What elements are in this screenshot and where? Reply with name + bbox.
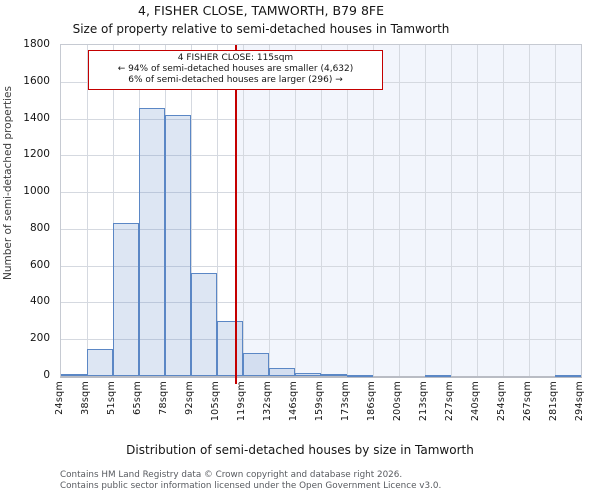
gridline-v [191, 45, 192, 376]
y-tick-label: 400 [29, 295, 50, 308]
y-tick-label: 200 [29, 332, 50, 345]
gridline-v [451, 45, 452, 376]
y-tick-label: 1400 [23, 111, 50, 124]
gridline-v [269, 45, 270, 376]
gridline-v [373, 45, 374, 376]
gridline-v [425, 45, 426, 376]
gridline-v [243, 45, 244, 376]
x-tick-label: 200sqm [392, 381, 403, 422]
y-tick-label: 1600 [23, 74, 50, 87]
x-tick-label: 213sqm [418, 381, 429, 422]
x-tick-label: 51sqm [106, 381, 117, 415]
shaded-region-larger [236, 45, 581, 376]
x-tick-label: 159sqm [314, 381, 325, 422]
x-tick-label: 146sqm [288, 381, 299, 422]
histogram-bar [321, 374, 347, 377]
gridline-v [87, 45, 88, 376]
y-tick-label: 600 [29, 258, 50, 271]
x-tick-label: 267sqm [522, 381, 533, 422]
x-tick-label: 240sqm [470, 381, 481, 422]
y-axis-ticks: 0 200 400 600 800 1000 1200 1400 1600 1800 [0, 38, 54, 381]
x-tick-label: 254sqm [496, 381, 507, 422]
annotation-line-1: 4 FISHER CLOSE: 115sqm [177, 53, 294, 63]
x-tick-label: 92sqm [184, 381, 195, 415]
y-tick-label: 1200 [23, 148, 50, 161]
gridline-v [321, 45, 322, 376]
gridline-v [529, 45, 530, 376]
histogram-bar [139, 108, 165, 376]
x-tick-label: 78sqm [158, 381, 169, 415]
chart-title: 4, FISHER CLOSE, TAMWORTH, B79 8FE [138, 3, 384, 18]
gridline-v [347, 45, 348, 376]
x-tick-label: 105sqm [210, 381, 221, 422]
histogram-bar [347, 374, 373, 377]
x-axis-label: Distribution of semi-detached houses by … [126, 443, 474, 457]
property-size-marker-line [235, 45, 238, 384]
gridline-v [399, 45, 400, 376]
x-tick-label: 132sqm [262, 381, 273, 422]
y-tick-label: 800 [29, 221, 50, 234]
annotation-line-2: ← 94% of semi-detached houses are smalle… [117, 63, 354, 74]
histogram-bar [191, 273, 217, 376]
x-tick-label: 119sqm [236, 381, 247, 422]
x-tick-label: 294sqm [574, 381, 585, 422]
histogram-bar [243, 353, 269, 376]
x-tick-label: 173sqm [340, 381, 351, 422]
gridline-v [295, 45, 296, 376]
gridline-v [555, 45, 556, 376]
x-tick-label: 38sqm [80, 381, 91, 415]
x-tick-label: 281sqm [548, 381, 559, 422]
histogram-bar [555, 374, 581, 377]
y-tick-label: 1800 [23, 38, 50, 50]
histogram-bar [113, 223, 139, 376]
annotation-line-3: 6% of semi-detached houses are larger (2… [128, 74, 343, 85]
chart-subtitle: Size of property relative to semi-detach… [72, 22, 450, 36]
x-tick-label: 24sqm [54, 381, 65, 415]
histogram-bar [165, 114, 191, 376]
histogram-bar [295, 373, 321, 376]
histogram-bar [87, 349, 113, 376]
histogram-bar [61, 374, 87, 377]
gridline-v [113, 45, 114, 376]
x-axis-ticks: 24sqm 38sqm 51sqm 65sqm 78sqm 92sqm 105sqm 119s… [54, 378, 585, 440]
y-tick-label: 0 [43, 369, 50, 381]
footer-attribution-2: Contains public sector information licen… [60, 480, 442, 491]
footer-attribution-1: Contains HM Land Registry data © Crown c… [60, 470, 403, 480]
gridline-v [503, 45, 504, 376]
plot-area: 4 FISHER CLOSE: 115sqm ← 94% of semi-det… [60, 44, 582, 384]
y-tick-label: 1000 [23, 185, 50, 198]
histogram-bar [425, 374, 451, 377]
histogram-bar [217, 320, 243, 376]
histogram-bar [269, 367, 295, 376]
x-tick-label: 65sqm [132, 381, 143, 415]
annotation-box: 4 FISHER CLOSE: 115sqm ← 94% of semi-det… [88, 50, 383, 90]
gridline-v [477, 45, 478, 376]
gridline-v [217, 45, 218, 376]
x-tick-label: 227sqm [444, 381, 455, 422]
x-tick-label: 186sqm [366, 381, 377, 422]
